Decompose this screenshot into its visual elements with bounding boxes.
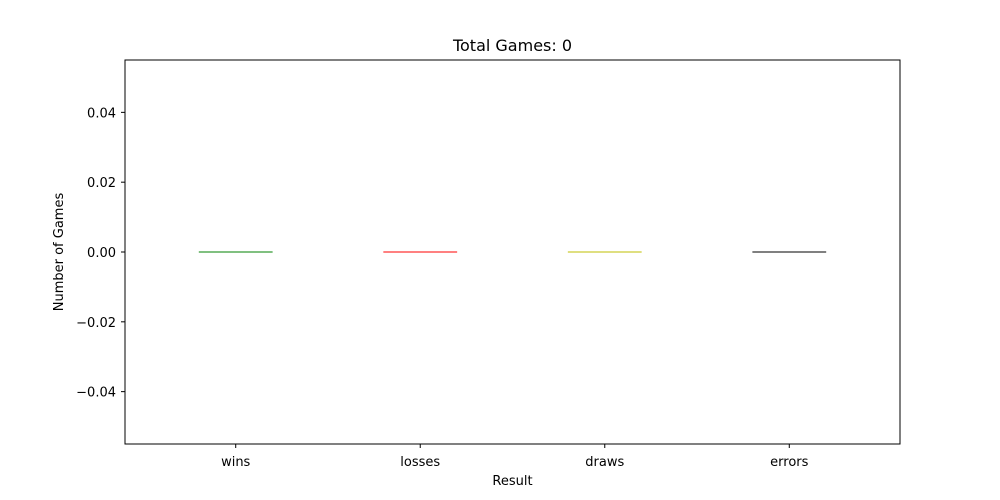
y-tick-label: −0.04 bbox=[76, 386, 116, 401]
y-axis-label: Number of Games bbox=[52, 193, 67, 312]
y-tick-label: 0.04 bbox=[87, 106, 116, 121]
y-axis: −0.04 −0.02 0.00 0.02 0.04 bbox=[76, 106, 125, 401]
chart-title: Total Games: 0 bbox=[452, 36, 572, 55]
y-tick-label: 0.00 bbox=[87, 246, 116, 261]
x-tick-label: losses bbox=[400, 455, 440, 470]
y-tick-label: −0.02 bbox=[76, 316, 116, 331]
x-tick-label: wins bbox=[221, 455, 250, 470]
x-axis: wins losses draws errors bbox=[221, 444, 809, 470]
x-tick-label: draws bbox=[585, 455, 624, 470]
x-tick-label: errors bbox=[770, 455, 808, 470]
x-axis-label: Result bbox=[492, 474, 532, 489]
y-tick-label: 0.02 bbox=[87, 176, 116, 191]
